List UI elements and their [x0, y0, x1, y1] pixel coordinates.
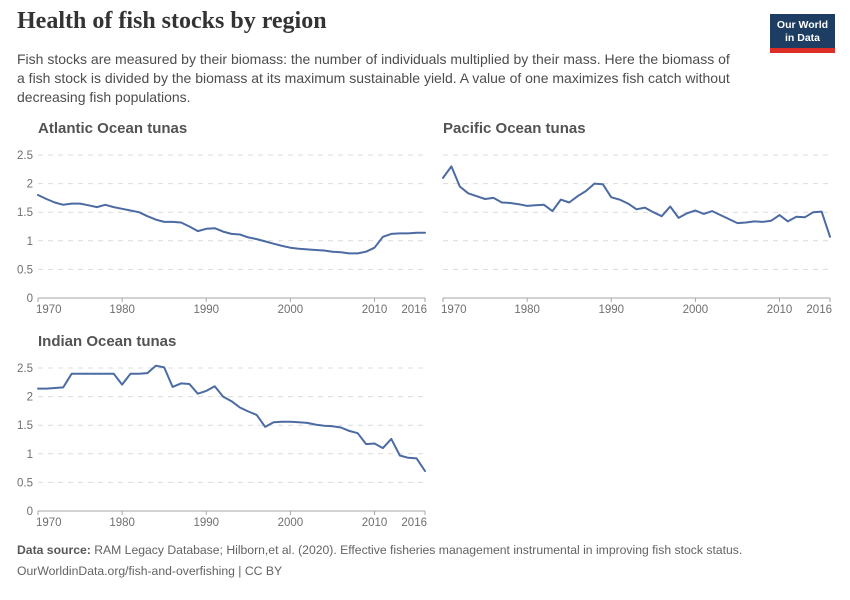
- owid-logo: Our World in Data: [770, 14, 835, 48]
- x-tick-label-2016: 2016: [401, 304, 427, 316]
- x-tick-label-2000: 2000: [278, 517, 304, 529]
- x-tick-label-1980: 1980: [514, 304, 540, 316]
- x-tick-label-2000: 2000: [278, 304, 304, 316]
- chart-subtitle: Fish stocks are measured by their biomas…: [17, 51, 730, 105]
- x-tick-label-1990: 1990: [193, 517, 219, 529]
- owid-logo-line2: in Data: [784, 31, 820, 44]
- data-line-indian-ocean-tunas: [37, 364, 426, 472]
- y-tick-label-2.5: 2.5: [17, 150, 33, 162]
- owid-logo-line1: Our World: [776, 19, 829, 31]
- page-title: Health of fish stocks by region: [17, 8, 327, 34]
- x-tick-label-1990: 1990: [193, 304, 219, 316]
- x-tick-label-1980: 1980: [109, 304, 135, 316]
- y-tick-label-2: 2: [27, 392, 33, 404]
- x-tick-label-1970: 1970: [441, 304, 467, 316]
- footer-source-line: Data source: RAM Legacy Database; Hilbor…: [17, 543, 742, 557]
- chart-panel-atlantic-ocean-tunas: 0 0.5 1 1.5 2 2.5 1970 1980 1990 2000 2010 2016: [17, 150, 427, 316]
- y-tick-label-0: 0: [27, 506, 33, 518]
- panel-title-pacific: Pacific Ocean tunas: [443, 120, 586, 137]
- x-tick-label-2016: 2016: [806, 304, 832, 316]
- chart-panel-pacific-ocean-tunas: 1970 1980 1990 2000 2010 2016: [441, 154, 832, 316]
- x-tick-label-1980: 1980: [109, 517, 135, 529]
- y-tick-label-2.5: 2.5: [17, 363, 33, 375]
- x-tick-label-2016: 2016: [401, 517, 427, 529]
- y-tick-label-1: 1: [27, 236, 33, 248]
- x-tick-label-2010: 2010: [362, 517, 388, 529]
- x-tick-label-2010: 2010: [362, 304, 388, 316]
- data-source-text: RAM Legacy Database; Hilborn,et al. (202…: [90, 543, 743, 557]
- x-tick-label-1970: 1970: [36, 517, 62, 529]
- panel-title-indian: Indian Ocean tunas: [38, 333, 177, 350]
- y-tick-label-1.5: 1.5: [17, 420, 33, 432]
- x-tick-label-2010: 2010: [767, 304, 793, 316]
- footer-license-line: OurWorldinData.org/fish-and-overfishing …: [17, 564, 283, 578]
- y-tick-label-1.5: 1.5: [17, 207, 33, 219]
- x-tick-label-2000: 2000: [683, 304, 709, 316]
- data-line-pacific-ocean-tunas: [442, 165, 831, 238]
- x-tick-label-1970: 1970: [36, 304, 62, 316]
- y-tick-label-0.5: 0.5: [17, 264, 33, 276]
- data-line-atlantic-ocean-tunas: [37, 194, 426, 255]
- x-tick-label-1990: 1990: [598, 304, 624, 316]
- data-source-label: Data source:: [17, 543, 91, 557]
- panel-title-atlantic: Atlantic Ocean tunas: [38, 120, 188, 137]
- y-tick-label-0.5: 0.5: [17, 477, 33, 489]
- y-tick-label-2: 2: [27, 179, 33, 191]
- y-tick-label-1: 1: [27, 449, 33, 461]
- chart-panel-indian-ocean-tunas: 0 0.5 1 1.5 2 2.5 1970 1980 1990 2000 2010 2016: [17, 363, 427, 529]
- y-tick-label-0: 0: [27, 293, 33, 305]
- owid-logo-red-bar: [770, 48, 835, 53]
